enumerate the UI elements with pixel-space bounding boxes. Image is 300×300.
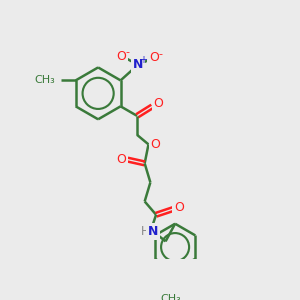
- Text: H: H: [141, 225, 150, 239]
- Text: O: O: [153, 97, 163, 110]
- Text: O: O: [174, 201, 184, 214]
- Text: O: O: [117, 153, 126, 166]
- Text: -: -: [158, 50, 162, 59]
- Text: O: O: [116, 50, 126, 63]
- Text: +: +: [139, 55, 147, 65]
- Text: -: -: [125, 47, 130, 57]
- Text: O: O: [149, 51, 159, 64]
- Text: N: N: [148, 225, 158, 239]
- Text: O: O: [151, 138, 160, 151]
- Text: N: N: [133, 58, 143, 71]
- Text: CH₃: CH₃: [34, 75, 55, 85]
- Text: CH₃: CH₃: [160, 294, 181, 300]
